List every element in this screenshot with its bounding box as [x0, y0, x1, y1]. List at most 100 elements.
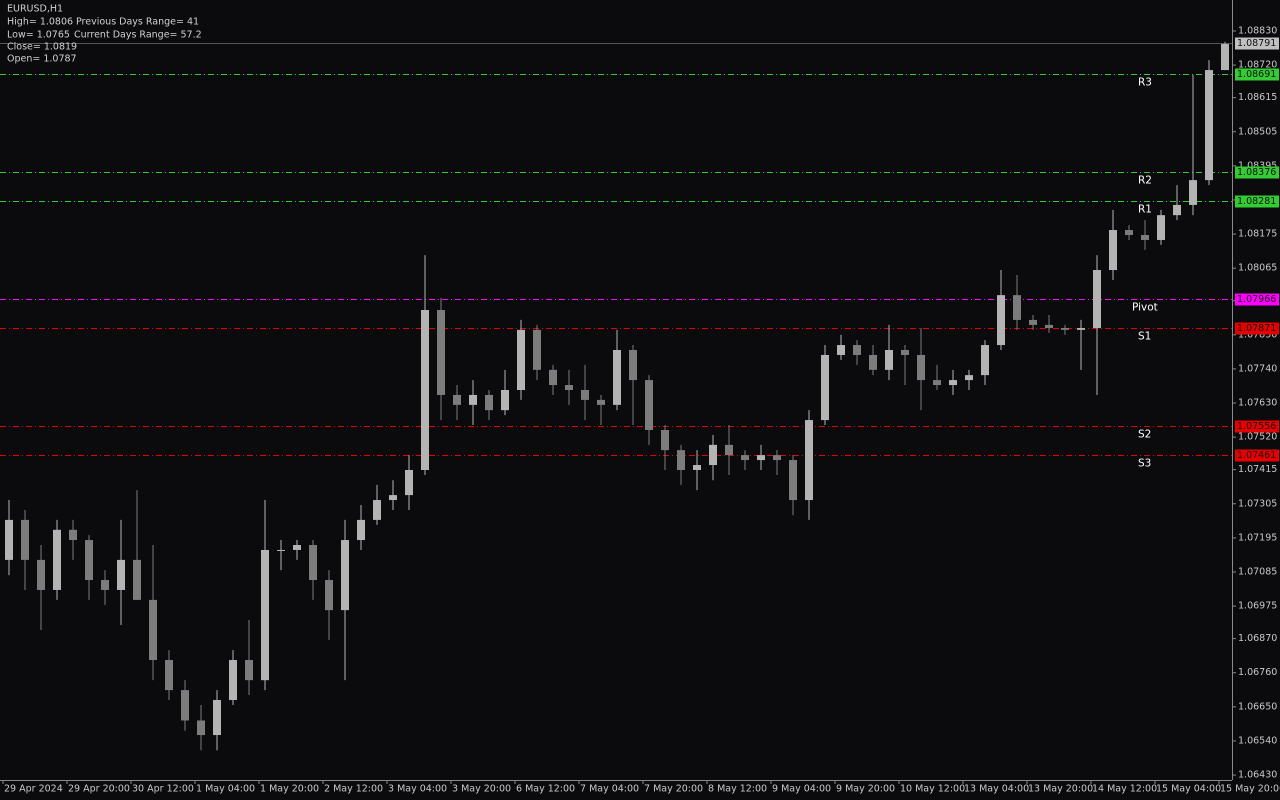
level-price-box: [1235, 195, 1279, 208]
y-tick-label: 1.07085: [1238, 566, 1277, 577]
x-tick-label: 2 May 12:00: [324, 784, 383, 795]
info-line: Previous Days Range= 41: [76, 17, 199, 28]
candle-body: [677, 450, 685, 470]
level-price: 1.08281: [1237, 196, 1276, 207]
level-price-box: [1235, 420, 1279, 433]
info-line: Current Days Range= 57.2: [74, 30, 202, 41]
x-tick-label: 6 May 12:00: [516, 784, 575, 795]
candle-body: [1045, 324, 1053, 328]
y-tick-label: 1.07740: [1238, 363, 1277, 374]
info-line: Close= 1.0819: [7, 42, 77, 53]
candle-body: [757, 455, 765, 461]
candle-body: [949, 380, 957, 386]
level-price: 1.08376: [1237, 167, 1276, 178]
current-price: 1.08791: [1237, 38, 1276, 49]
y-tick-label: 1.07195: [1238, 532, 1277, 543]
candle-body: [1141, 234, 1149, 240]
x-tick-label: 3 May 20:00: [452, 784, 511, 795]
x-tick-label: 1 May 20:00: [260, 784, 319, 795]
candle-body: [133, 559, 141, 600]
candle-body: [149, 599, 157, 661]
candle-body: [373, 500, 381, 520]
candle-body: [741, 455, 749, 461]
candle-body: [501, 390, 509, 411]
candle-body: [917, 354, 925, 381]
y-tick-label: 1.07305: [1238, 498, 1277, 509]
y-tick-label: 1.08395: [1238, 160, 1277, 171]
candle-body: [485, 394, 493, 411]
candle-body: [709, 444, 717, 466]
level-price: 1.07556: [1237, 421, 1276, 432]
candle-body: [85, 540, 93, 581]
candle-body: [261, 549, 269, 681]
candle-body: [21, 519, 29, 560]
candle-body: [1061, 327, 1069, 330]
candle-body: [789, 460, 797, 501]
candle-body: [37, 559, 45, 590]
y-tick-label: 1.08830: [1238, 26, 1277, 37]
candle-body: [325, 580, 333, 611]
candle-body: [453, 394, 461, 405]
level-name: S3: [1138, 458, 1151, 470]
x-tick-label: 13 May 20:00: [1028, 784, 1093, 795]
y-tick-label: 1.07520: [1238, 432, 1277, 443]
candle-body: [229, 660, 237, 701]
candle-body: [357, 519, 365, 541]
level-price-box: [1235, 68, 1279, 81]
candle-body: [213, 700, 221, 736]
x-tick-label: 13 May 04:00: [964, 784, 1029, 795]
candle-body: [645, 380, 653, 430]
info-line: Low= 1.0765: [7, 30, 70, 41]
x-tick-label: 29 Apr 2024: [4, 784, 63, 795]
level-name: R2: [1138, 175, 1152, 187]
level-price-box: [1235, 293, 1279, 306]
candle-body: [661, 429, 669, 451]
x-tick-label: 9 May 20:00: [836, 784, 895, 795]
x-tick-label: 3 May 04:00: [388, 784, 447, 795]
candle-body: [1205, 70, 1213, 181]
x-tick-label: 9 May 04:00: [772, 784, 831, 795]
x-tick-label: 7 May 20:00: [644, 784, 703, 795]
candle-body: [1093, 270, 1101, 328]
candle-body: [805, 420, 813, 501]
candle-body: [997, 295, 1005, 346]
y-tick-label: 1.08505: [1238, 126, 1277, 137]
candle-body: [53, 529, 61, 590]
candle-body: [549, 369, 557, 386]
candle-body: [901, 350, 909, 355]
level-price: 1.08691: [1237, 69, 1276, 80]
level-price: 1.07461: [1237, 450, 1276, 461]
candle-body: [725, 444, 733, 456]
candle-body: [341, 540, 349, 611]
candle-body: [965, 375, 973, 381]
level-name: R1: [1138, 204, 1152, 216]
candle-body: [981, 345, 989, 376]
candle-body: [197, 720, 205, 736]
candle-body: [69, 529, 77, 541]
candle-body: [517, 329, 525, 390]
level-price-box: [1235, 449, 1279, 462]
y-tick-label: 1.07630: [1238, 398, 1277, 409]
candle-body: [309, 545, 317, 581]
y-tick-label: 1.06540: [1238, 735, 1277, 746]
y-tick-label: 1.08065: [1238, 263, 1277, 274]
candle-body: [1125, 230, 1133, 235]
x-tick-label: 29 Apr 20:00: [68, 784, 130, 795]
y-tick-label: 1.06870: [1238, 633, 1277, 644]
candle-body: [469, 394, 477, 405]
x-tick-label: 7 May 04:00: [580, 784, 639, 795]
level-price: 1.07966: [1237, 294, 1276, 305]
x-tick-label: 15 May 20:00: [1220, 784, 1280, 795]
level-name: S1: [1138, 331, 1151, 343]
y-tick-label: 1.08615: [1238, 92, 1277, 103]
level-price-box: [1235, 322, 1279, 335]
candle-body: [5, 519, 13, 560]
info-line: High= 1.0806: [7, 17, 73, 28]
candle-body: [837, 345, 845, 355]
y-tick-label: 1.08720: [1238, 60, 1277, 71]
x-tick-label: 1 May 04:00: [196, 784, 255, 795]
candle-body: [1157, 215, 1165, 240]
info-line: Open= 1.0787: [7, 54, 77, 65]
candle-body: [1189, 180, 1197, 205]
x-tick-label: 14 May 12:00: [1092, 784, 1157, 795]
